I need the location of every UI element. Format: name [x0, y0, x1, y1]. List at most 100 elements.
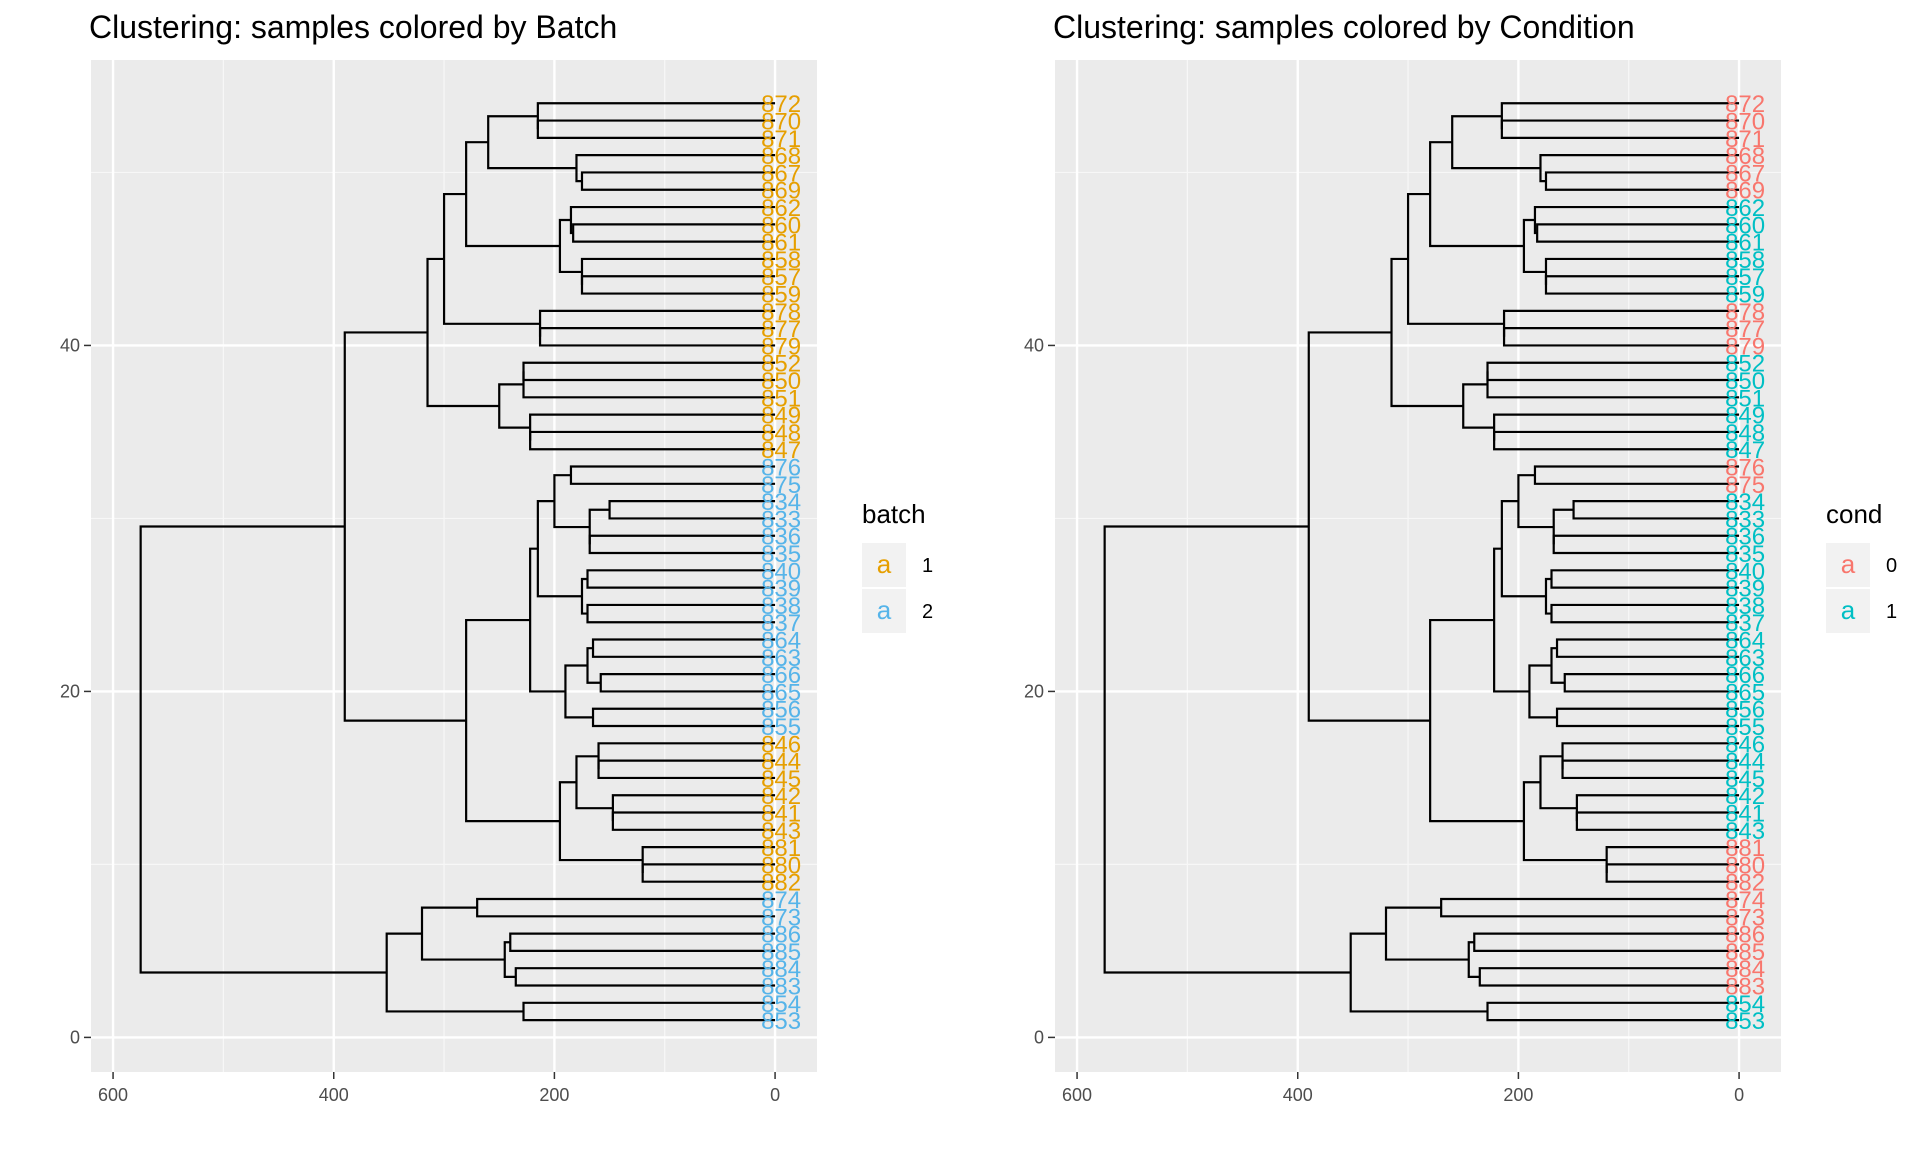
- dendrogram-branches: [1103, 102, 1740, 1022]
- legend: cond a 0 a 1: [1826, 499, 1897, 633]
- branch-m_87_86_85: [465, 141, 560, 248]
- legend-label-1: 1: [922, 555, 933, 577]
- leaf-label-878: 878: [1725, 299, 1765, 326]
- y-tick-label: 0: [70, 1027, 80, 1047]
- branch-m_837_840: [580, 577, 588, 615]
- branch-m_grpB2: [1429, 618, 1524, 823]
- plot-background: [1055, 60, 1781, 1072]
- leaf-label-864: 864: [1725, 628, 1765, 655]
- leaf-label-854: 854: [1725, 991, 1765, 1018]
- leaf-label-871: 871: [761, 126, 801, 153]
- leaf-label-861: 861: [761, 230, 801, 257]
- leaf-label-867: 867: [1725, 160, 1765, 187]
- leaf-label-850: 850: [761, 368, 801, 395]
- leaf-label-874: 874: [761, 887, 801, 914]
- leaf-label-834: 834: [761, 489, 801, 516]
- branch-m_848_847: [529, 430, 776, 451]
- x-tick-label: 600: [98, 1085, 128, 1105]
- leaf-label-865: 865: [1725, 679, 1765, 706]
- legend: batch a 1 a 2: [862, 499, 933, 633]
- leaf-label-869: 869: [761, 178, 801, 205]
- leaf-label-864: 864: [761, 628, 801, 655]
- leaf-label-866: 866: [1725, 662, 1765, 689]
- leaf-label-840: 840: [761, 558, 801, 585]
- branch-m_878_87x: [538, 309, 776, 337]
- branch-m_86x: [586, 647, 601, 684]
- leaf-labels: 8538548838848858868738748828808818438418…: [761, 91, 801, 1035]
- branch-m_87_86: [487, 115, 577, 170]
- branch-m_833_836: [588, 508, 610, 545]
- leaf-label-876: 876: [761, 455, 801, 482]
- leaf-label-870: 870: [761, 109, 801, 136]
- leaf-label-858: 858: [761, 247, 801, 274]
- leaf-label-861: 861: [1725, 230, 1765, 257]
- branch-m_886_885: [509, 932, 776, 953]
- branch-m_grpB2: [465, 618, 560, 823]
- y-tick-label: 40: [1024, 335, 1044, 355]
- y-tick-label: 40: [60, 335, 80, 355]
- branch-m_grpB1: [343, 331, 467, 722]
- leaf-label-878: 878: [761, 299, 801, 326]
- leaf-label-833: 833: [1725, 506, 1765, 533]
- branch-m_848_847: [1493, 430, 1740, 451]
- leaf-label-863: 863: [761, 645, 801, 672]
- leaf-label-866: 866: [761, 662, 801, 689]
- leaf-label-850: 850: [1725, 368, 1765, 395]
- branch-m_833_836: [1552, 508, 1574, 545]
- leaf-label-847: 847: [761, 437, 801, 464]
- leaf-label-837: 837: [761, 610, 801, 637]
- leaf-label-885: 885: [761, 939, 801, 966]
- branch-m_865_866: [1563, 673, 1740, 693]
- x-tick-label: 0: [1734, 1085, 1744, 1105]
- branch-m_858_85x: [580, 257, 776, 285]
- branch-m_86_85: [564, 664, 594, 719]
- branch-m_850_852: [1486, 361, 1740, 382]
- branch-m_878_87x: [1502, 309, 1740, 337]
- leaf-label-835: 835: [1725, 541, 1765, 568]
- panel-1: Clustering: samples colored by Batch 600 4…: [60, 9, 933, 1105]
- branch-m_865_866: [599, 673, 776, 693]
- leaf-label-865: 865: [761, 679, 801, 706]
- branch-m_846_84x: [1561, 742, 1740, 770]
- legend-key-0: [1826, 543, 1870, 587]
- leaf-label-840: 840: [1725, 558, 1765, 585]
- legend-title: batch: [862, 499, 926, 529]
- leaf-label-882: 882: [761, 870, 801, 897]
- branch-m_86_85b: [558, 218, 582, 274]
- leaf-label-860: 860: [761, 212, 801, 239]
- leaf-label-845: 845: [761, 766, 801, 793]
- leaf-label-859: 859: [761, 282, 801, 309]
- leaf-label-857: 857: [761, 264, 801, 291]
- leaf-label-838: 838: [1725, 593, 1765, 620]
- leaf-label-873: 873: [761, 904, 801, 931]
- branch-m_top_b: [1390, 257, 1464, 408]
- leaf-label-886: 886: [761, 922, 801, 949]
- leaf-label-856: 856: [761, 697, 801, 724]
- leaf-label-869: 869: [1725, 178, 1765, 205]
- branch-m_872_87x: [1500, 102, 1740, 130]
- branch-m_837_838: [1550, 603, 1740, 624]
- branch-m_835_836: [1552, 534, 1740, 555]
- leaf-labels: 8538548838848858868738748828808818438418…: [1725, 91, 1765, 1035]
- leaf-label-836: 836: [1725, 524, 1765, 551]
- x-tick-label: 600: [1062, 1085, 1092, 1105]
- leaf-label-843: 843: [1725, 818, 1765, 845]
- leaf-label-851: 851: [761, 385, 801, 412]
- branch-m_84_88: [558, 781, 643, 862]
- leaf-label-846: 846: [761, 731, 801, 758]
- leaf-label-844: 844: [1725, 749, 1765, 776]
- leaf-label-857: 857: [1725, 264, 1765, 291]
- leaf-label-851: 851: [1725, 385, 1765, 412]
- branch-m_853_854: [1486, 1001, 1740, 1022]
- branch-m_grpB1: [1307, 331, 1431, 722]
- leaf-label-847: 847: [1725, 437, 1765, 464]
- branch-m_877_879: [1502, 327, 1740, 347]
- legend-label-2: 2: [922, 601, 933, 623]
- legend-label-0: 0: [1886, 555, 1897, 577]
- branch-m_87_86_85: [1429, 141, 1524, 248]
- branch-m_86_85b: [1522, 218, 1546, 274]
- branch-m_88x: [641, 846, 776, 874]
- legend-key-glyph: a: [877, 595, 892, 625]
- leaf-label-833: 833: [761, 506, 801, 533]
- branch-m_839_840: [1550, 569, 1740, 589]
